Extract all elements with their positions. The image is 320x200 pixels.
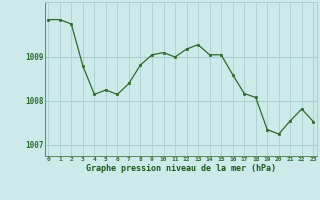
- X-axis label: Graphe pression niveau de la mer (hPa): Graphe pression niveau de la mer (hPa): [86, 164, 276, 173]
